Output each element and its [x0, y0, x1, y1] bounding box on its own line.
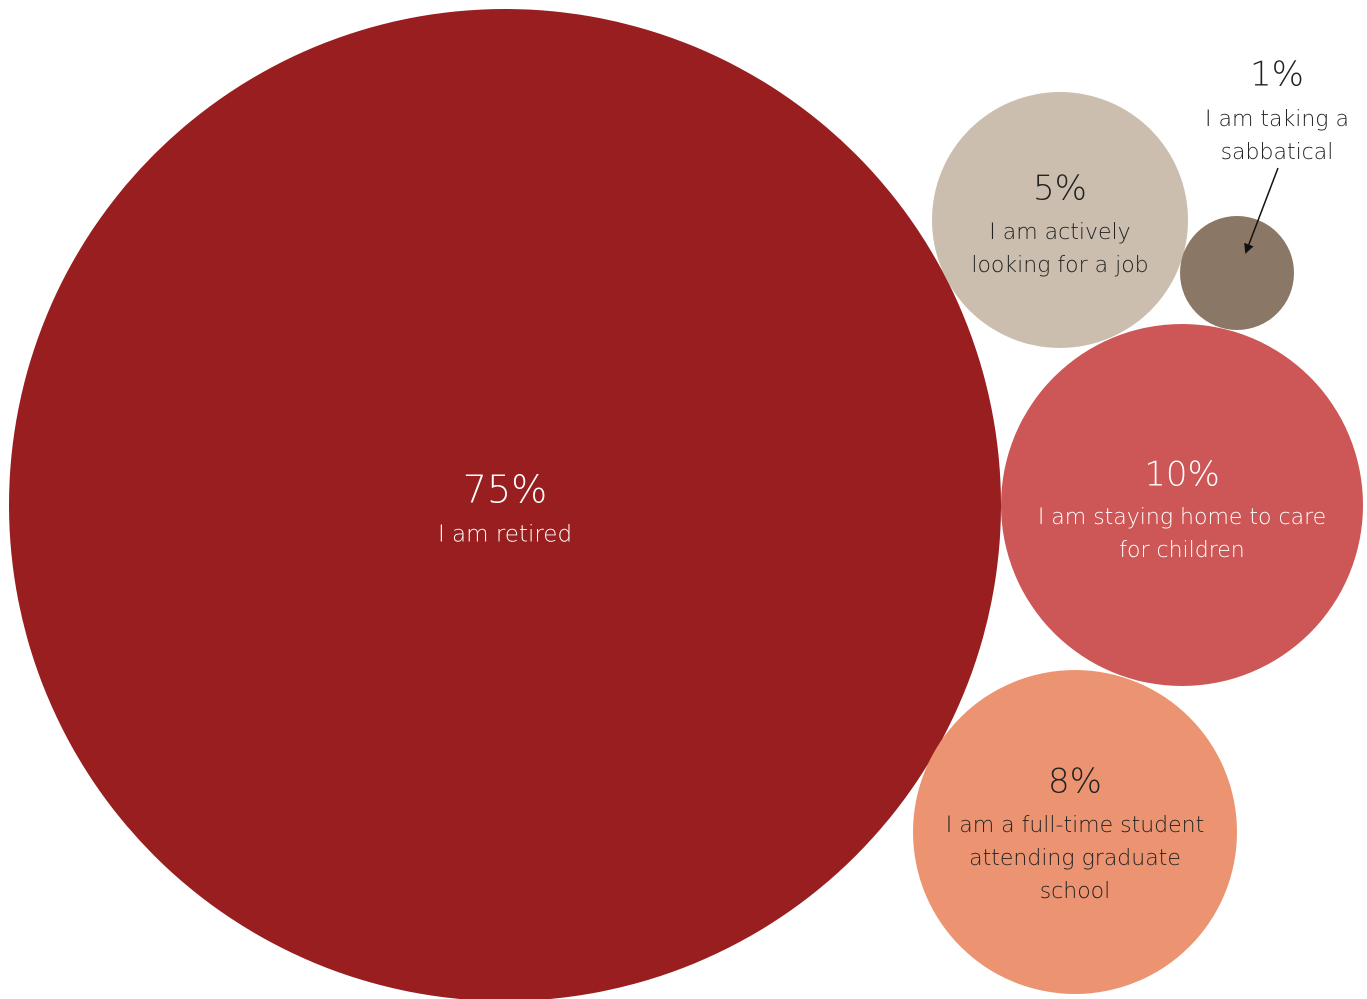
data-label-category: attending graduate: [969, 846, 1181, 871]
bubble-i-am-a-full-time-student-attending-graduate-school: [913, 670, 1237, 994]
labels-group: 75% I am retired 5% I am actively looking fo…: [438, 55, 1349, 905]
bubble-i-am-actively-looking-for-a-job: [932, 92, 1188, 348]
data-label-category: I am staying home to care: [1038, 505, 1326, 530]
data-label-category: I am retired: [438, 522, 572, 548]
data-label-category: I am actively: [989, 220, 1130, 245]
data-label-value: 1%: [1250, 55, 1304, 95]
data-label-category: looking for a job: [971, 253, 1148, 278]
data-label-category: school: [1040, 879, 1111, 904]
callout-arrow: [1244, 167, 1279, 254]
bubble-i-am-taking-a-sabbatical: [1180, 216, 1294, 330]
data-label-value: 5%: [1033, 169, 1087, 209]
data-label-category: for children: [1119, 538, 1245, 563]
data-label-value: 10%: [1144, 455, 1220, 495]
data-label-category: I am taking a: [1205, 107, 1349, 132]
data-label-value: 75%: [463, 468, 547, 512]
data-label-category: I am a full-time student: [946, 813, 1205, 838]
bubble-i-am-staying-home-to-care-for-children: [1001, 324, 1363, 686]
bubble-i-am-retired: [9, 9, 1001, 999]
data-label-value: 8%: [1048, 762, 1102, 802]
data-label-category: sabbatical: [1221, 140, 1334, 165]
bubbles-group: [9, 9, 1363, 999]
